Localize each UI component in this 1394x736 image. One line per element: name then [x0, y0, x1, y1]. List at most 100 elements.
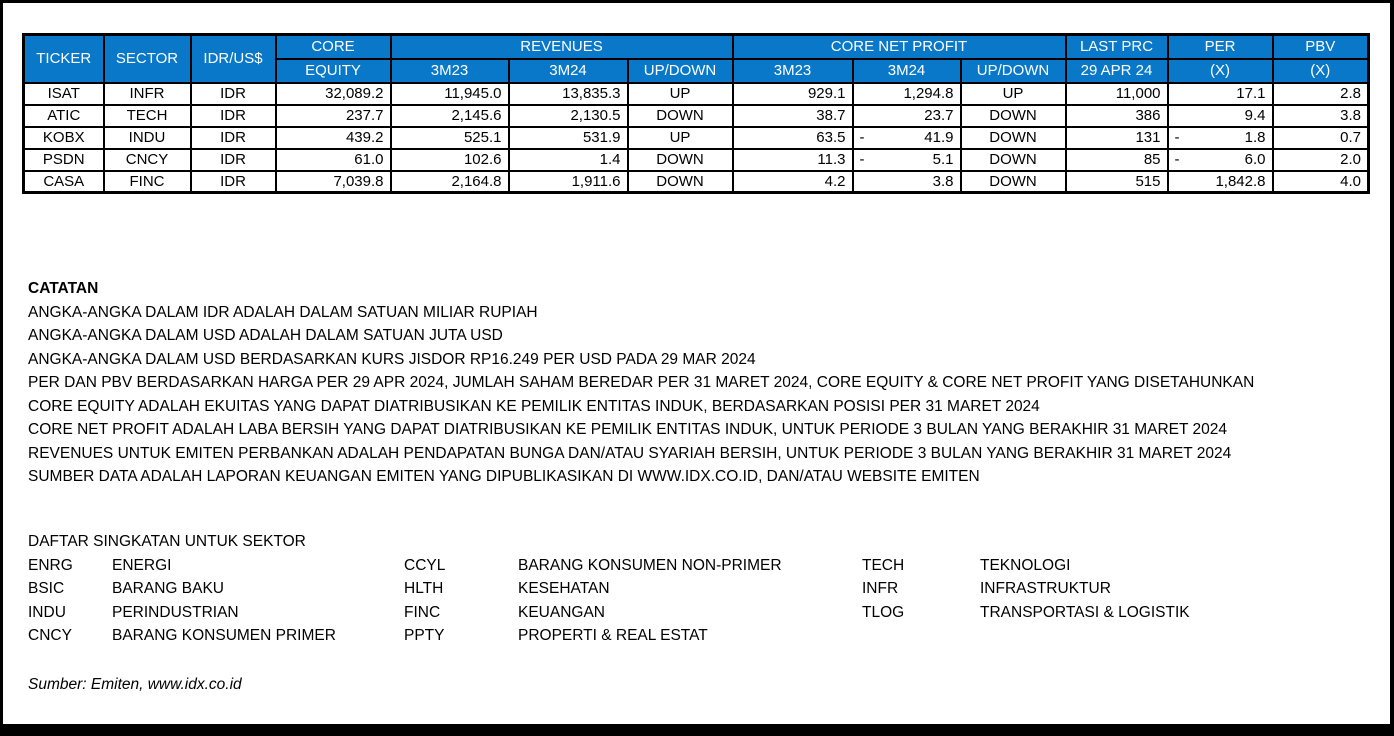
abbr-label: KESEHATAN	[518, 580, 610, 597]
header-rev-3m24: 3M24	[507, 57, 629, 84]
abbr-code: CNCY	[28, 627, 72, 644]
notes-title: CATATAN	[28, 280, 99, 297]
table-header: TICKER SECTOR IDR/US$ CORE REVENUES CORE…	[22, 33, 1370, 84]
cell-value: 5.1	[932, 151, 954, 168]
cell-value: 41.9	[924, 129, 954, 146]
cell-sector: TECH	[102, 103, 192, 128]
source-note: Sumber: Emiten, www.idx.co.id	[28, 676, 242, 693]
cell-pbv: 0.7	[1271, 125, 1370, 150]
cell-rev-3m23: 11,945.0	[389, 81, 510, 106]
cell-value: 6.0	[1244, 151, 1266, 168]
cell-rev-3m24: 1,911.6	[507, 169, 629, 194]
note-line: CORE NET PROFIT ADALAH LABA BERSIH YANG …	[28, 421, 1227, 438]
abbr-label	[980, 624, 1190, 648]
abbr-code: BSIC	[28, 580, 65, 597]
table-row: CASA FINC IDR 7,039.8 2,164.8 1,911.6 DO…	[22, 169, 1370, 194]
cell-rev-3m23: 2,145.6	[389, 103, 510, 128]
cell-ticker: ISAT	[22, 81, 105, 106]
cell-sector: INFR	[102, 81, 192, 106]
abbreviations-grid: ENRG ENERGI CCYL BARANG KONSUMEN NON-PRI…	[28, 554, 1190, 648]
cell-core-equity: 7,039.8	[274, 169, 392, 194]
cell-pbv: 2.8	[1271, 81, 1370, 106]
cell-cnp-updown: DOWN	[959, 103, 1067, 128]
cell-currency: IDR	[189, 147, 277, 172]
cell-rev-3m24: 531.9	[507, 125, 629, 150]
abbr-code: HLTH	[404, 580, 444, 597]
abbr-label: INFRASTRUKTUR	[980, 580, 1111, 597]
abbr-code: FINC	[404, 603, 441, 621]
cell-last-prc: 85	[1064, 147, 1169, 172]
cell-cnp-3m24: 3.8	[851, 169, 962, 194]
header-cnp-3m24: 3M24	[851, 57, 962, 84]
table-row: ATIC TECH IDR 237.7 2,145.6 2,130.5 DOWN…	[22, 103, 1370, 128]
abbr-code: INDU	[28, 603, 66, 621]
header-revenues: REVENUES	[389, 33, 734, 60]
cell-ticker: ATIC	[22, 103, 105, 128]
cell-pbv: 2.0	[1271, 147, 1370, 172]
cell-pbv: 3.8	[1271, 103, 1370, 128]
abbr-label: TEKNOLOGI	[980, 556, 1071, 574]
cell-core-equity: 61.0	[274, 147, 392, 172]
header-cnp-updown: UP/DOWN	[959, 57, 1067, 84]
cell-ticker: KOBX	[22, 125, 105, 150]
cell-rev-3m24: 1.4	[507, 147, 629, 172]
note-line: SUMBER DATA ADALAH LAPORAN KEUANGAN EMIT…	[28, 468, 980, 485]
negative-sign: -	[859, 151, 865, 168]
cell-currency: IDR	[189, 103, 277, 128]
abbr-code: TLOG	[862, 603, 905, 621]
cell-cnp-3m23: 11.3	[731, 147, 854, 172]
header-cnp-3m23: 3M23	[731, 57, 854, 84]
cell-cnp-3m24: - 5.1	[851, 147, 962, 172]
abbr-code: CCYL	[404, 556, 446, 574]
cell-rev-3m24: 13,835.3	[507, 81, 629, 106]
cell-rev-3m23: 2,164.8	[389, 169, 510, 194]
note-line: PER DAN PBV BERDASARKAN HARGA PER 29 APR…	[28, 374, 1255, 391]
header-rev-updown: UP/DOWN	[626, 57, 734, 84]
notes-section: CATATAN ANGKA-ANGKA DALAM IDR ADALAH DAL…	[28, 277, 1254, 489]
note-line: REVENUES UNTUK EMITEN PERBANKAN ADALAH P…	[28, 444, 1232, 462]
cell-cnp-3m24: - 41.9	[851, 125, 962, 150]
table-row: KOBX INDU IDR 439.2 525.1 531.9 UP 63.5 …	[22, 125, 1370, 150]
cell-core-equity: 237.7	[274, 103, 392, 128]
cell-ticker: PSDN	[22, 147, 105, 172]
cell-cnp-3m23: 4.2	[731, 169, 854, 194]
cell-last-prc: 11,000	[1064, 81, 1169, 106]
abbr-label: ENERGI	[112, 556, 172, 574]
financials-table: TICKER SECTOR IDR/US$ CORE REVENUES CORE…	[22, 33, 1370, 194]
cell-rev-updown: UP	[626, 125, 734, 150]
header-currency: IDR/US$	[189, 33, 277, 84]
header-last-prc: LAST PRC	[1064, 33, 1169, 60]
note-line: ANGKA-ANGKA DALAM IDR ADALAH DALAM SATUA…	[28, 303, 538, 321]
cell-last-prc: 386	[1064, 103, 1169, 128]
abbr-label: BARANG KONSUMEN NON-PRIMER	[518, 556, 782, 574]
report-content: TICKER SECTOR IDR/US$ CORE REVENUES CORE…	[3, 3, 1390, 724]
cell-rev-updown: UP	[626, 81, 734, 106]
table-row: PSDN CNCY IDR 61.0 102.6 1.4 DOWN 11.3 -…	[22, 147, 1370, 172]
header-per-x: (X)	[1166, 57, 1274, 84]
cell-core-equity: 32,089.2	[274, 81, 392, 106]
cell-cnp-3m24: 23.7	[851, 103, 962, 128]
cell-pbv: 4.0	[1271, 169, 1370, 194]
abbr-code: TECH	[862, 556, 905, 574]
abbr-label: KEUANGAN	[518, 603, 605, 621]
cell-per: - 6.0	[1166, 147, 1274, 172]
cell-ticker: CASA	[22, 169, 105, 194]
cell-last-prc: 515	[1064, 169, 1169, 194]
cell-rev-updown: DOWN	[626, 147, 734, 172]
abbr-label: BARANG KONSUMEN PRIMER	[112, 627, 336, 644]
negative-sign: -	[1174, 151, 1180, 168]
header-sector: SECTOR	[102, 33, 192, 84]
abbr-code: PPTY	[404, 627, 445, 644]
cell-per: 9.4	[1166, 103, 1274, 128]
cell-cnp-updown: UP	[959, 81, 1067, 106]
cell-rev-3m24: 2,130.5	[507, 103, 629, 128]
cell-core-equity: 439.2	[274, 125, 392, 150]
note-line: ANGKA-ANGKA DALAM USD ADALAH DALAM SATUA…	[28, 327, 503, 344]
cell-currency: IDR	[189, 81, 277, 106]
abbreviations-title: DAFTAR SINGKATAN UNTUK SEKTOR	[28, 533, 306, 550]
cell-cnp-3m23: 38.7	[731, 103, 854, 128]
cell-rev-updown: DOWN	[626, 169, 734, 194]
cell-per: 17.1	[1166, 81, 1274, 106]
cell-currency: IDR	[189, 125, 277, 150]
